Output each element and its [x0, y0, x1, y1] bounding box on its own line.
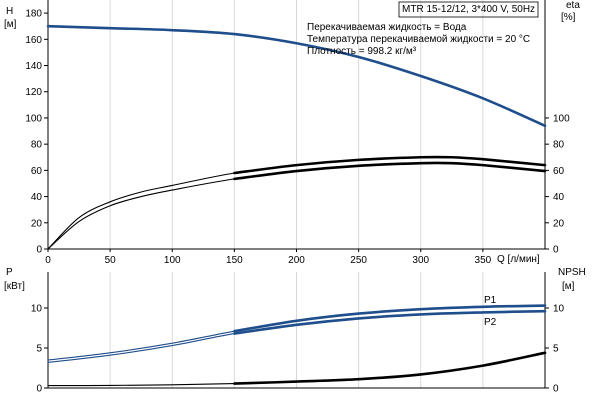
curve-bold-0-1: [233, 155, 547, 175]
eta-axis-unit: [%]: [561, 12, 576, 23]
y-tick-label-right: 80: [553, 140, 565, 151]
head-axis-unit: [м]: [4, 19, 17, 30]
y-tick-label-left: 40: [31, 192, 43, 203]
y-tick-label-right: 5: [553, 344, 559, 355]
x-tick-label: 50: [105, 255, 117, 266]
y-tick-label-left: 60: [31, 166, 43, 177]
y-tick-label-left: 0: [36, 384, 42, 395]
series-label-p1: P1: [484, 295, 497, 306]
series-label-p2: P2: [484, 317, 497, 328]
x-tick-label: 300: [412, 255, 429, 266]
grid-lines: [109, 0, 484, 388]
y-tick-label-right: 0: [553, 245, 559, 256]
chart-title: MTR 15-12/12, 3*400 V, 50Hz: [402, 4, 535, 15]
head-axis-name: H: [6, 6, 13, 17]
y-tick-label-left: 180: [25, 9, 42, 20]
y-tick-label-left: 5: [36, 344, 42, 355]
y-tick-label-right: 20: [553, 218, 565, 229]
curve-bold-1-2: [233, 351, 547, 385]
density-annotation: Плотность = 998.2 кг/м³: [307, 46, 417, 57]
y-tick-label-left: 20: [31, 218, 43, 229]
curve-bold-1-0: [233, 304, 547, 333]
y-tick-label-left: 160: [25, 35, 42, 46]
x-tick-label: 0: [45, 255, 51, 266]
labels-layer: MTR 15-12/12, 3*400 V, 50Hz Перекачиваем…: [4, 0, 586, 395]
series-layer: [46, 24, 547, 387]
y-tick-label-left: 0: [36, 245, 42, 256]
y-tick-label-left: 120: [25, 87, 42, 98]
npsh-axis-name: NPSH: [558, 267, 586, 278]
power-axis-unit: [кВт]: [4, 281, 25, 292]
x-tick-label: 250: [350, 255, 367, 266]
y-tick-label-left: 140: [25, 61, 42, 72]
y-tick-label-left: 10: [31, 304, 43, 315]
flow-axis-label: Q [л/мин]: [497, 254, 540, 265]
y-tick-label-right: 100: [553, 113, 570, 124]
power-axis-name: P: [6, 267, 13, 278]
y-tick-label-right: 40: [553, 192, 565, 203]
npsh-axis-unit: [м]: [562, 281, 575, 292]
temperature-annotation: Температура перекачиваемой жидкости = 20…: [307, 34, 530, 45]
x-tick-label: 100: [164, 255, 181, 266]
eta-axis-name: eta: [566, 0, 580, 11]
axes: [44, 0, 549, 389]
y-tick-label-left: 80: [31, 140, 43, 151]
x-tick-label: 150: [226, 255, 243, 266]
y-tick-label-right: 60: [553, 166, 565, 177]
curve-bold-1-1: [233, 309, 547, 335]
x-tick-label: 200: [288, 255, 305, 266]
title-box: [398, 1, 539, 18]
x-tick-label: 350: [475, 255, 492, 266]
liquid-annotation: Перекачиваемая жидкость = Вода: [307, 22, 467, 33]
curve-bold-0-0: [46, 24, 547, 128]
y-tick-label-right: 0: [553, 384, 559, 395]
curve-bold-0-2: [233, 161, 547, 181]
y-tick-label-right: 10: [553, 304, 565, 315]
y-tick-label-left: 100: [25, 113, 42, 124]
